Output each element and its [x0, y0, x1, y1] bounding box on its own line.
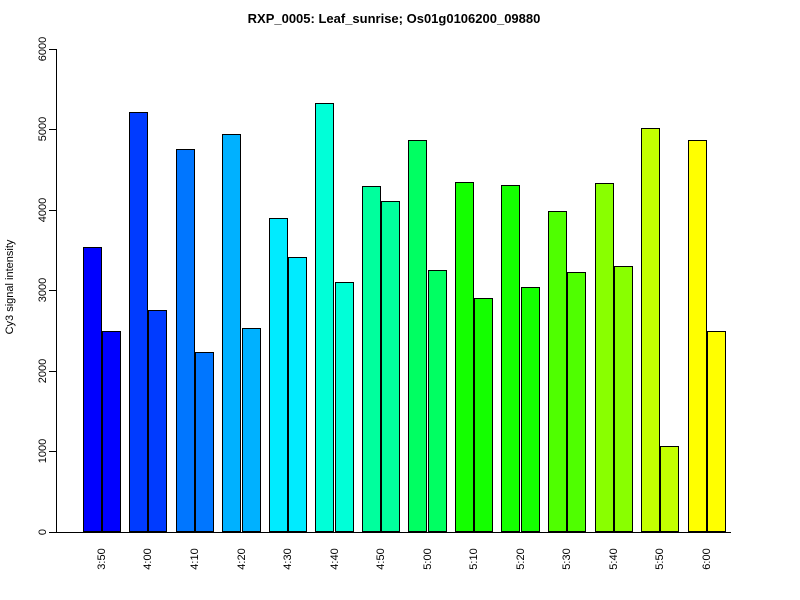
bar	[408, 140, 427, 532]
y-tick-label: 4000	[37, 197, 49, 223]
bar	[176, 149, 195, 532]
y-tick	[49, 290, 56, 291]
x-tick-label: 5:40	[608, 548, 620, 570]
x-tick-label: 5:00	[422, 548, 434, 570]
y-axis-line	[56, 49, 57, 533]
x-axis-line	[56, 532, 731, 533]
y-tick	[49, 210, 56, 211]
x-tick-label: 4:10	[189, 548, 201, 570]
bar	[614, 266, 633, 532]
y-tick	[49, 371, 56, 372]
y-tick-label: 3000	[37, 277, 49, 303]
bar	[595, 183, 614, 532]
x-tick-label: 5:10	[468, 548, 480, 570]
bar	[335, 282, 354, 532]
y-tick	[49, 49, 56, 50]
x-tick-label: 4:00	[142, 548, 154, 570]
y-tick-label: 6000	[37, 36, 49, 62]
bar	[269, 218, 288, 532]
bar	[102, 331, 121, 532]
bar	[288, 257, 307, 532]
bar	[548, 211, 567, 532]
bar	[521, 287, 540, 532]
bar	[567, 272, 586, 532]
bar	[428, 270, 447, 532]
y-tick	[49, 451, 56, 452]
bar	[222, 134, 241, 532]
bar	[129, 112, 148, 532]
x-tick-label: 3:50	[96, 548, 108, 570]
bar	[83, 247, 102, 532]
y-tick	[49, 129, 56, 130]
y-tick-label: 1000	[37, 438, 49, 464]
x-tick-label: 4:40	[329, 548, 341, 570]
x-tick-label: 6:00	[701, 548, 713, 570]
bar	[707, 331, 726, 532]
x-tick-label: 4:30	[282, 548, 294, 570]
bar	[660, 446, 679, 532]
bar	[474, 298, 493, 532]
bar	[148, 310, 167, 532]
y-tick	[49, 532, 56, 533]
bar	[688, 140, 707, 532]
chart-title: RXP_0005: Leaf_sunrise; Os01g0106200_098…	[247, 11, 541, 26]
bar	[501, 185, 520, 532]
x-tick-label: 5:50	[654, 548, 666, 570]
y-tick-label: 0	[37, 528, 49, 536]
bar	[455, 182, 474, 532]
bar	[362, 186, 381, 532]
bar	[242, 328, 261, 532]
x-tick-label: 4:20	[236, 548, 248, 570]
bar	[641, 128, 660, 532]
bar	[381, 201, 400, 532]
x-tick-label: 5:20	[515, 548, 527, 570]
y-tick-label: 5000	[37, 116, 49, 142]
bar	[315, 103, 334, 532]
y-axis-label: Cy3 signal intensity	[4, 239, 16, 335]
x-tick-label: 5:30	[561, 548, 573, 570]
bar	[195, 352, 214, 532]
y-tick-label: 2000	[37, 358, 49, 384]
x-tick-label: 4:50	[375, 548, 387, 570]
